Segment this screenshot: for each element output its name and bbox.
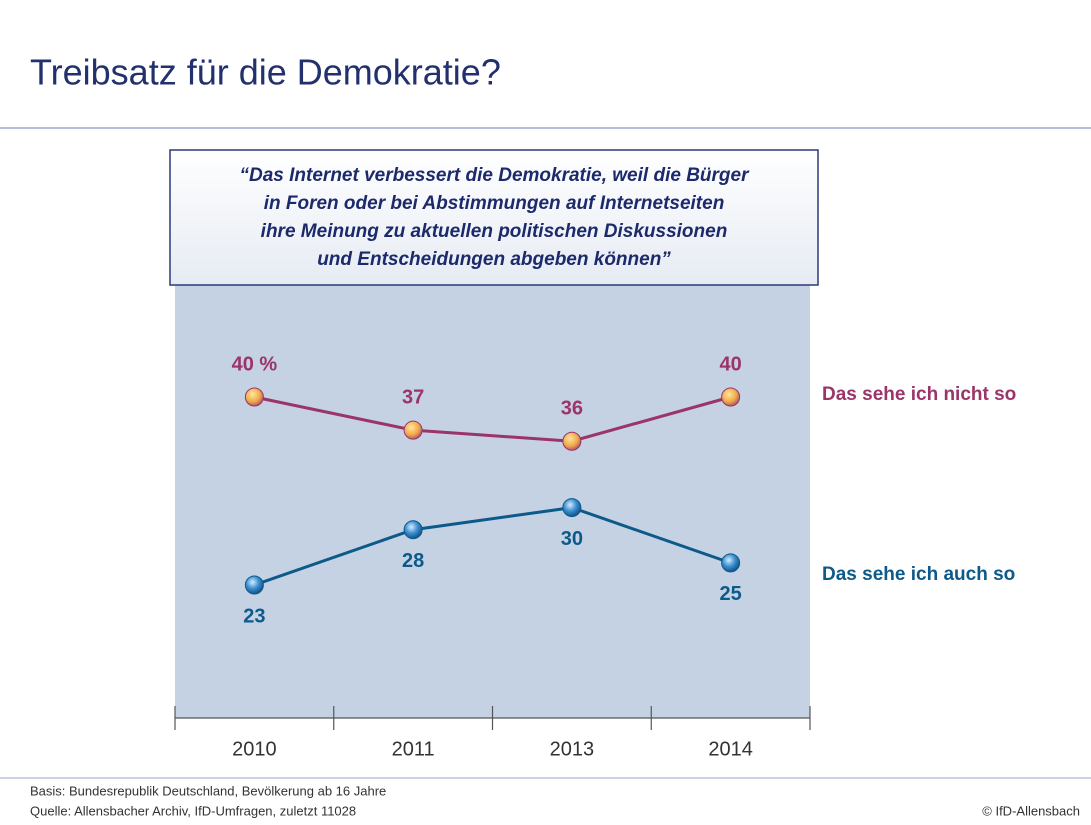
- marker: [244, 387, 264, 407]
- legend-label: Das sehe ich auch so: [822, 564, 1015, 585]
- footnote: Basis: Bundesrepublik Deutschland, Bevöl…: [30, 783, 386, 798]
- copyright: © IfD-Allensbach: [982, 803, 1080, 818]
- marker: [403, 520, 423, 540]
- value-label: 23: [243, 605, 265, 627]
- value-label: 37: [402, 386, 424, 408]
- quote-line: in Foren oder bei Abstimmungen auf Inter…: [264, 193, 725, 214]
- marker: [244, 575, 264, 595]
- series-line: [254, 395, 732, 443]
- value-label: 28: [402, 550, 424, 572]
- x-tick-label: 2013: [550, 738, 595, 760]
- value-label: 40: [720, 353, 742, 375]
- value-label: 36: [561, 398, 583, 420]
- value-label: 30: [561, 528, 583, 550]
- marker: [403, 420, 423, 440]
- x-tick-label: 2014: [708, 738, 753, 760]
- marker: [562, 498, 582, 518]
- footnote: Quelle: Allensbacher Archiv, IfD-Umfrage…: [30, 803, 356, 818]
- x-tick-label: 2011: [392, 738, 435, 760]
- page-title: Treibsatz für die Demokratie?: [30, 52, 501, 93]
- x-tick-label: 2010: [232, 738, 277, 760]
- quote: “Das Internet verbessert die Demokratie,…: [240, 165, 751, 270]
- marker: [721, 553, 741, 573]
- legend-label: Das sehe ich nicht so: [822, 384, 1016, 405]
- marker: [721, 387, 741, 407]
- plot-background: [175, 235, 810, 718]
- quote-line: und Entscheidungen abgeben können”: [317, 249, 671, 270]
- value-label: 40 %: [232, 353, 278, 375]
- marker: [562, 431, 582, 451]
- quote-line: “Das Internet verbessert die Demokratie,…: [240, 165, 751, 186]
- series-line: [253, 506, 732, 587]
- quote-line: ihre Meinung zu aktuellen politischen Di…: [261, 221, 728, 242]
- quote-box: [169, 149, 819, 286]
- value-label: 25: [720, 583, 742, 605]
